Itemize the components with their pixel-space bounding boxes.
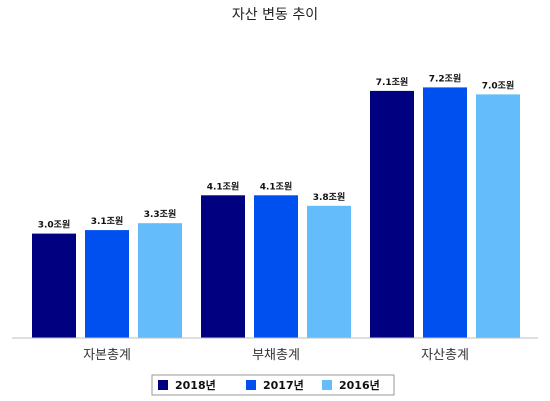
data-label: 7.0조원 xyxy=(482,79,515,91)
bar-부채총계-2017년 xyxy=(254,195,298,338)
data-labels-layer: 3.0조원 3.1조원 3.3조원 4.1조원 4.1조원 3.8조원 7.1조원 7.2조원… xyxy=(38,72,515,230)
category-label: 자본총계 xyxy=(83,348,131,363)
bars-layer xyxy=(32,87,520,339)
bar-부채총계-2018년 xyxy=(201,195,245,338)
legend-swatch xyxy=(246,380,256,390)
data-label: 7.1조원 xyxy=(376,76,409,88)
data-label: 3.1조원 xyxy=(91,215,124,227)
data-label: 3.8조원 xyxy=(313,191,346,203)
data-label: 4.1조원 xyxy=(260,180,293,192)
data-label: 4.1조원 xyxy=(207,180,240,192)
data-label: 7.2조원 xyxy=(429,72,462,84)
bar-자본총계-2016년 xyxy=(138,223,182,338)
legend-label: 2016년 xyxy=(339,378,380,392)
category-label: 자산총계 xyxy=(421,348,469,363)
data-label: 3.0조원 xyxy=(38,219,71,231)
bar-자본총계-2018년 xyxy=(32,233,76,338)
bar-자산총계-2018년 xyxy=(370,90,414,339)
bar-부채총계-2016년 xyxy=(307,205,351,338)
data-label: 3.3조원 xyxy=(144,208,177,220)
bar-자산총계-2016년 xyxy=(476,94,520,339)
legend-label: 2018년 xyxy=(175,378,216,392)
bar-자산총계-2017년 xyxy=(423,87,467,339)
legend-label: 2017년 xyxy=(263,378,304,392)
chart-title: 자산 변동 추이 xyxy=(232,7,318,23)
bar-자본총계-2017년 xyxy=(85,230,129,338)
legend-box xyxy=(151,374,395,396)
legend-swatch xyxy=(158,380,168,390)
category-label: 부채총계 xyxy=(252,348,300,363)
category-labels-layer: 자본총계 부채총계 자산총계 xyxy=(83,348,469,363)
legend-swatch xyxy=(322,380,332,390)
legend: 2018년 2017년 2016년 xyxy=(158,378,380,392)
